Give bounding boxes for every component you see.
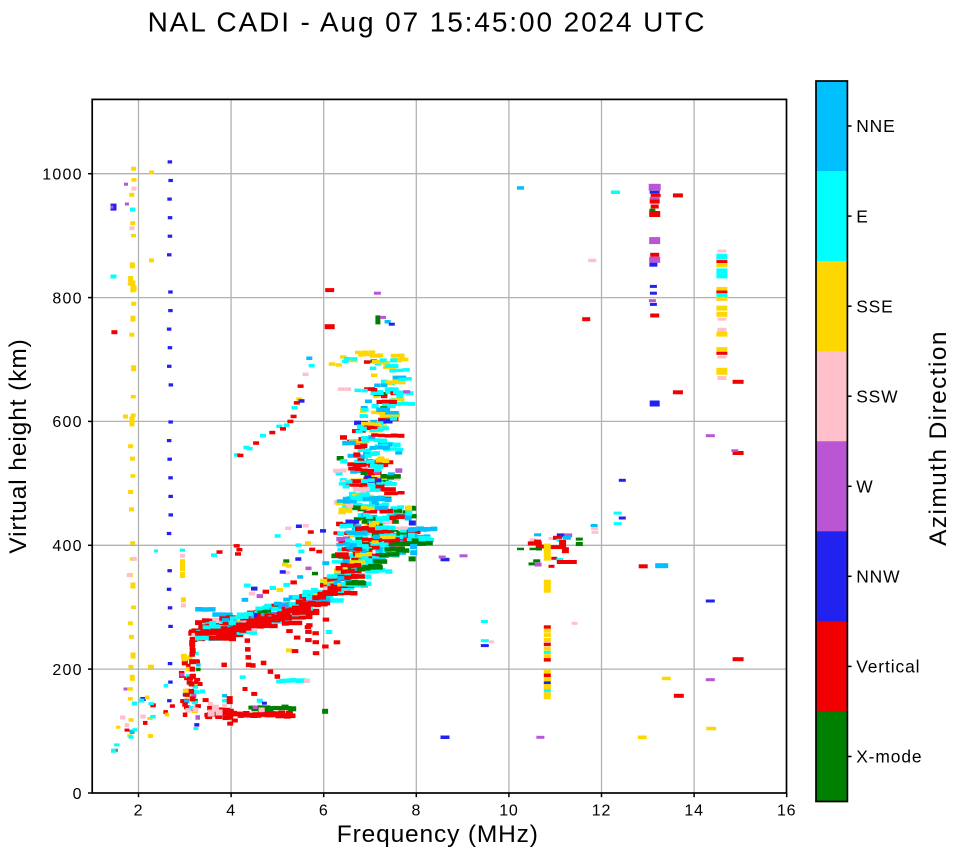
svg-text:E: E <box>856 206 869 226</box>
svg-text:Frequency (MHz): Frequency (MHz) <box>337 821 539 848</box>
svg-text:1000: 1000 <box>42 167 82 184</box>
svg-text:2: 2 <box>134 803 144 820</box>
svg-text:Vertical: Vertical <box>856 657 920 677</box>
svg-text:14: 14 <box>684 803 703 820</box>
svg-text:4: 4 <box>226 803 236 820</box>
svg-text:400: 400 <box>52 538 82 555</box>
svg-text:Azimuth Direction: Azimuth Direction <box>925 330 952 546</box>
svg-text:SSE: SSE <box>856 296 894 316</box>
svg-text:W: W <box>856 477 873 497</box>
svg-text:NAL CADI - Aug 07 15:45:00 202: NAL CADI - Aug 07 15:45:00 2024 UTC <box>148 7 707 38</box>
svg-text:X-mode: X-mode <box>856 747 922 767</box>
svg-text:200: 200 <box>52 662 82 679</box>
svg-text:NNW: NNW <box>856 567 900 587</box>
svg-text:16: 16 <box>777 803 796 820</box>
svg-text:800: 800 <box>52 290 82 307</box>
svg-text:600: 600 <box>52 414 82 431</box>
svg-text:0: 0 <box>73 786 83 803</box>
svg-text:Virtual height (km): Virtual height (km) <box>5 338 32 553</box>
svg-text:SSW: SSW <box>856 386 898 406</box>
svg-text:NNE: NNE <box>856 116 895 136</box>
svg-text:12: 12 <box>592 803 611 820</box>
svg-text:10: 10 <box>499 803 518 820</box>
svg-text:6: 6 <box>319 803 329 820</box>
svg-text:8: 8 <box>411 803 421 820</box>
